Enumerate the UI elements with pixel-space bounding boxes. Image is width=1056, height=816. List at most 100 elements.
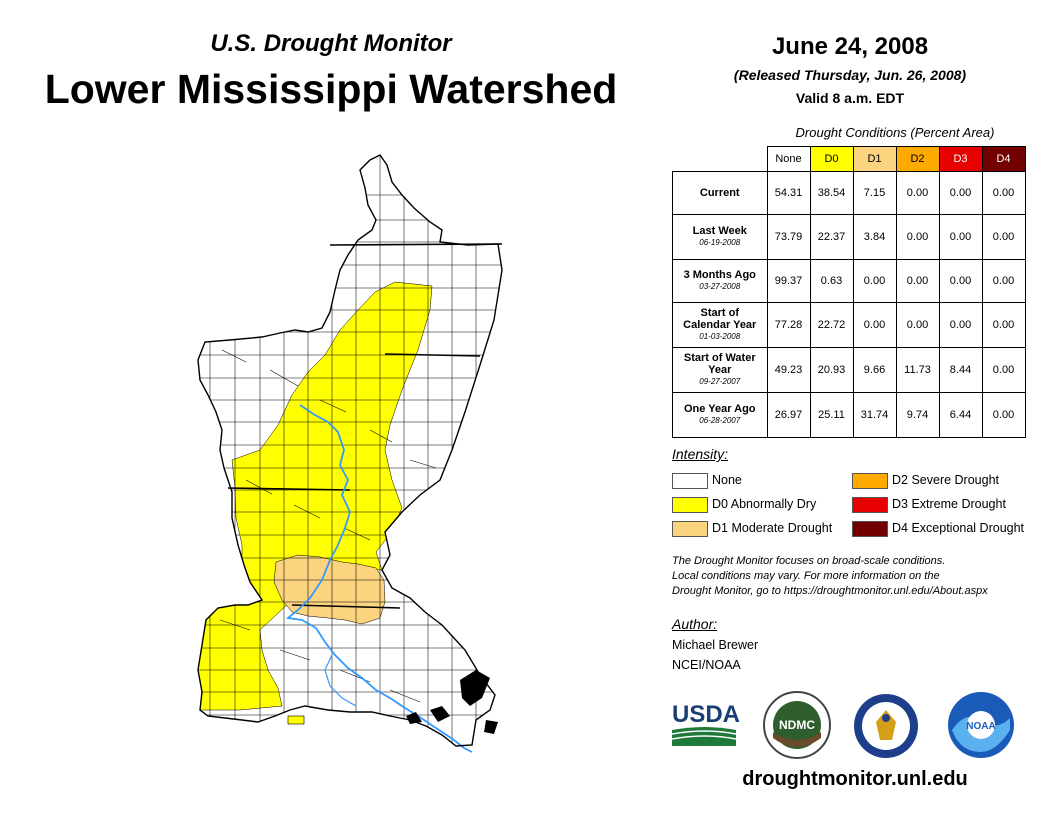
author-name: Michael Brewer (672, 638, 759, 652)
table-cell: 26.97 (766, 392, 811, 438)
table-cell: 22.37 (809, 214, 854, 260)
table-cell: 0.00 (938, 302, 983, 348)
map-subtitle: U.S. Drought Monitor (210, 30, 452, 57)
table-cell: 31.74 (852, 392, 897, 438)
row-label: Start of Water Year 09-27-2007 (672, 347, 768, 393)
legend-swatch (672, 521, 708, 537)
disclaimer-note: The Drought Monitor focuses on broad-sca… (672, 554, 1042, 599)
table-cell: 77.28 (766, 302, 811, 348)
table-cell: 54.31 (766, 171, 811, 215)
legend-label: D1 Moderate Drought (712, 521, 833, 535)
table-cell: 0.00 (981, 214, 1026, 260)
row-label-text: 3 Months Ago (683, 269, 756, 281)
row-date: 06-19-2008 (699, 238, 741, 247)
row-label-text: One Year Ago (683, 403, 756, 415)
column-header-none: None (766, 146, 811, 172)
row-date: 06-28-2007 (699, 416, 741, 425)
column-header-d4: D4 (981, 146, 1026, 172)
legend-label: D2 Severe Drought (892, 473, 1000, 487)
table-cell: 0.00 (852, 259, 897, 303)
legend-label: D4 Exceptional Drought (892, 521, 1025, 535)
row-label: Start of Calendar Year 01-03-2008 (672, 302, 768, 348)
row-label-text: Last Week (692, 225, 747, 237)
table-cell: 0.00 (895, 214, 940, 260)
row-label: Current (672, 171, 768, 215)
table-cell: 0.00 (938, 259, 983, 303)
table-cell: 38.54 (809, 171, 854, 215)
table-header-row: None D0 D1 D2 D3 D4 (673, 146, 1026, 172)
table-cell: 0.00 (981, 171, 1026, 215)
legend-label: D3 Extreme Drought (892, 497, 1006, 511)
table-cell: 9.74 (895, 392, 940, 438)
table-row: 3 Months Ago 03-27-2008 99.37 0.63 0.00 0.00 0… (672, 259, 1026, 303)
table-cell: 3.84 (852, 214, 897, 260)
table-row: Current 54.31 38.54 7.15 0.00 0.00 0.00 (672, 171, 1026, 215)
release-date: (Released Thursday, Jun. 26, 2008) (733, 67, 967, 83)
table-cell: 0.00 (981, 347, 1026, 393)
author-heading: Author: (672, 616, 718, 632)
svg-text:USDA: USDA (672, 701, 740, 728)
table-cell: 0.00 (895, 302, 940, 348)
website-url[interactable]: droughtmonitor.unl.edu (742, 768, 968, 790)
legend-swatch (672, 497, 708, 513)
svg-text:NDMC: NDMC (779, 718, 815, 732)
row-label-text: Start of Water Year (683, 352, 756, 376)
table-cell: 99.37 (766, 259, 811, 303)
author-org: NCEI/NOAA (672, 658, 741, 672)
table-cell: 0.00 (981, 392, 1026, 438)
table-cell: 0.00 (895, 171, 940, 215)
row-date: 09-27-2007 (699, 377, 741, 386)
drought-map (197, 154, 503, 753)
table-corner (673, 147, 768, 172)
table-cell: 0.00 (981, 259, 1026, 303)
legend-swatch (852, 521, 888, 537)
table-cell: 11.73 (895, 347, 940, 393)
usda-logo: USDA (671, 701, 740, 746)
table-cell: 73.79 (766, 214, 811, 260)
table-cell: 9.66 (852, 347, 897, 393)
row-label-text: Start of Calendar Year (683, 307, 757, 331)
map-title: Lower Mississippi Watershed (44, 66, 618, 112)
valid-time: Valid 8 a.m. EDT (795, 90, 905, 106)
table-cell: 22.72 (809, 302, 854, 348)
table-cell: 25.11 (809, 392, 854, 438)
row-date: 01-03-2008 (699, 332, 741, 341)
row-date: 03-27-2008 (699, 282, 741, 291)
ndmc-logo: NDMC (763, 691, 831, 759)
map-date: June 24, 2008 (771, 33, 929, 60)
legend-label: D0 Abnormally Dry (712, 497, 817, 511)
row-label-text: Current (699, 187, 740, 199)
commerce-seal (854, 694, 918, 758)
table-cell: 0.00 (852, 302, 897, 348)
table-cell: 0.00 (938, 171, 983, 215)
note-line-3: Drought Monitor, go to https://droughtmo… (672, 585, 988, 597)
noaa-logo: NOAA (948, 692, 1014, 758)
row-label: 3 Months Ago 03-27-2008 (672, 259, 768, 303)
drought-conditions-table: None D0 D1 D2 D3 D4 Current 54.31 38.54 7.15 0.00 0… (672, 146, 1026, 438)
row-label: Last Week 06-19-2008 (672, 214, 768, 260)
table-row: Last Week 06-19-2008 73.79 22.37 3.84 0.00 0.0… (672, 214, 1026, 260)
table-cell: 0.00 (981, 302, 1026, 348)
legend-title: Intensity: (672, 446, 729, 462)
table-cell: 0.00 (895, 259, 940, 303)
column-header-d2: D2 (895, 146, 940, 172)
table-row: Start of Calendar Year 01-03-2008 77.28 22.… (672, 302, 1026, 348)
table-cell: 20.93 (809, 347, 854, 393)
column-header-d1: D1 (852, 146, 897, 172)
table-caption: Drought Conditions (Percent Area) (795, 125, 995, 140)
column-header-d0: D0 (809, 146, 854, 172)
note-line-2: Local conditions may vary. For more info… (672, 570, 940, 582)
table-cell: 8.44 (938, 347, 983, 393)
legend-swatch (672, 473, 708, 489)
row-label: One Year Ago 06-28-2007 (672, 392, 768, 438)
table-cell: 7.15 (852, 171, 897, 215)
table-cell: 0.00 (938, 214, 983, 260)
table-cell: 6.44 (938, 392, 983, 438)
note-line-1: The Drought Monitor focuses on broad-sca… (672, 555, 946, 567)
legend-swatch (852, 497, 888, 513)
table-cell: 49.23 (766, 347, 811, 393)
table-row: Start of Water Year 09-27-2007 49.23 20.93 9… (672, 347, 1026, 393)
table-cell: 0.63 (809, 259, 854, 303)
legend-swatch (852, 473, 888, 489)
coastal-marsh (406, 670, 498, 734)
